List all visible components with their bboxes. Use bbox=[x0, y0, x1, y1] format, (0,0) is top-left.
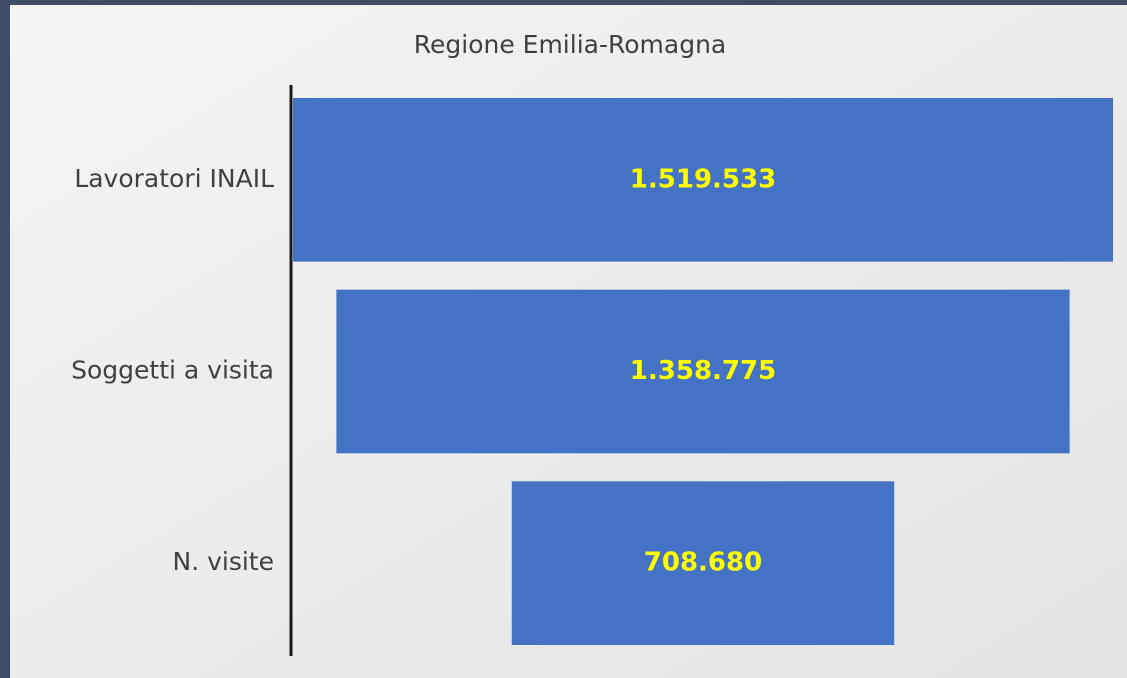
category-label: Lavoratori INAIL bbox=[74, 164, 274, 193]
chart-title: Regione Emilia-Romagna bbox=[414, 30, 727, 59]
category-label: Soggetti a visita bbox=[71, 356, 274, 385]
value-label: 708.680 bbox=[644, 548, 762, 578]
bar bbox=[293, 98, 1113, 262]
value-label: 1.519.533 bbox=[630, 164, 776, 194]
category-label: N. visite bbox=[173, 547, 275, 576]
bar bbox=[511, 481, 895, 645]
value-label: 1.358.775 bbox=[630, 356, 776, 386]
bar bbox=[336, 289, 1070, 454]
